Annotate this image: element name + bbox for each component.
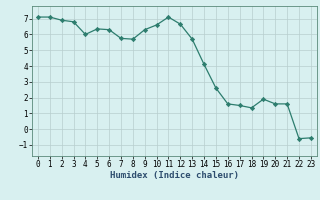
X-axis label: Humidex (Indice chaleur): Humidex (Indice chaleur) (110, 171, 239, 180)
